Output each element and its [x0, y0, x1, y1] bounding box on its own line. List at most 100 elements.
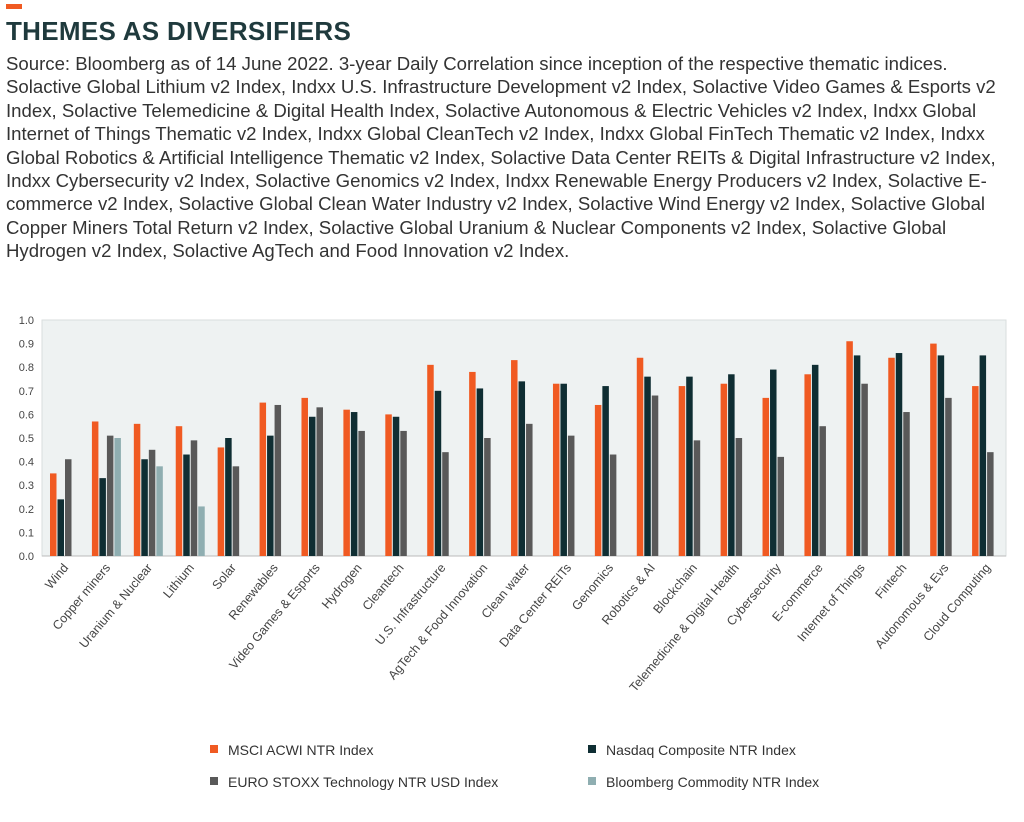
bar-2 — [358, 430, 365, 556]
bar-2 — [567, 435, 575, 556]
x-tick-label: Lithium — [160, 561, 197, 601]
bar-2 — [316, 407, 323, 556]
bar-0 — [343, 409, 350, 556]
bar-0 — [636, 357, 644, 556]
correlation-bar-chart: 0.00.10.20.30.40.50.60.70.80.91.0WindCop… — [19, 315, 1007, 694]
bar-2 — [484, 438, 491, 556]
bar-2 — [987, 452, 994, 556]
bar-2 — [274, 404, 282, 556]
bar-0 — [720, 383, 728, 556]
bar-2 — [945, 397, 952, 556]
bar-1 — [644, 376, 651, 556]
bar-1 — [476, 388, 484, 556]
bar-1 — [686, 376, 693, 556]
bar-2 — [106, 435, 114, 556]
x-tick-label: Hydrogen — [319, 561, 365, 612]
y-tick-label: 1.0 — [19, 315, 34, 327]
y-tick-label: 0.1 — [19, 527, 34, 539]
bar-2 — [442, 452, 449, 556]
bar-0 — [511, 360, 518, 556]
bar-1 — [225, 438, 232, 556]
bar-2 — [190, 440, 198, 556]
bar-1 — [937, 355, 945, 556]
legend-label: Bloomberg Commodity NTR Index — [606, 774, 820, 790]
bar-2 — [903, 412, 910, 556]
bar-1 — [57, 499, 64, 556]
bar-0 — [678, 386, 686, 556]
bar-2 — [693, 440, 701, 556]
bar-0 — [301, 397, 308, 556]
legend-label: EURO STOXX Technology NTR USD Index — [228, 774, 499, 790]
bar-0 — [175, 426, 183, 556]
legend-label: Nasdaq Composite NTR Index — [606, 742, 796, 758]
y-tick-label: 0.8 — [19, 362, 34, 374]
bar-0 — [846, 341, 853, 556]
bar-2 — [609, 454, 617, 556]
page-title: THEMES AS DIVERSIFIERS — [6, 16, 352, 46]
bar-1 — [518, 381, 526, 556]
bar-2 — [526, 423, 533, 556]
bar-0 — [259, 402, 267, 556]
y-tick-label: 0.7 — [19, 386, 34, 398]
bar-1 — [434, 390, 442, 556]
bar-3 — [114, 438, 121, 556]
bar-0 — [469, 371, 476, 556]
bar-0 — [91, 421, 99, 556]
bar-1 — [602, 386, 609, 556]
bar-1 — [979, 355, 987, 556]
legend-swatch — [588, 777, 596, 785]
bar-2 — [65, 459, 72, 556]
bar-0 — [762, 397, 770, 556]
y-tick-label: 0.9 — [19, 339, 34, 351]
bar-1 — [392, 416, 400, 556]
bar-1 — [853, 355, 861, 556]
bar-0 — [50, 473, 57, 556]
x-tick-label: Autonomous & Evs — [872, 561, 951, 651]
bar-2 — [819, 426, 826, 556]
bar-0 — [133, 423, 141, 556]
bar-1 — [895, 353, 903, 556]
bar-1 — [350, 412, 358, 556]
bar-0 — [217, 447, 225, 556]
bar-0 — [594, 404, 602, 556]
bar-0 — [888, 357, 895, 556]
bar-3 — [198, 506, 205, 556]
bar-1 — [560, 383, 567, 556]
bar-3 — [156, 466, 163, 556]
bar-1 — [811, 364, 819, 556]
bar-1 — [141, 459, 148, 556]
header-accent-bar — [6, 4, 22, 9]
y-tick-label: 0.5 — [19, 433, 34, 445]
x-tick-label: Uranium & Nuclear — [77, 561, 156, 651]
bar-2 — [232, 466, 240, 556]
bar-0 — [972, 386, 979, 556]
bar-0 — [804, 374, 811, 556]
bar-1 — [183, 454, 190, 556]
legend-label: MSCI ACWI NTR Index — [228, 742, 374, 758]
chart-legend: MSCI ACWI NTR Index Nasdaq Composite NTR … — [0, 734, 1024, 794]
source-note: Source: Bloomberg as of 14 June 2022. 3-… — [6, 53, 996, 262]
bar-0 — [552, 383, 560, 556]
bar-1 — [770, 369, 777, 556]
bar-1 — [99, 478, 106, 556]
legend-swatch — [210, 745, 218, 753]
x-tick-label: Solar — [209, 561, 238, 592]
bar-2 — [651, 395, 659, 556]
x-tick-label: Wind — [42, 561, 71, 592]
legend-swatch — [210, 777, 218, 785]
legend-swatch — [588, 745, 596, 753]
y-tick-label: 0.0 — [19, 551, 34, 563]
y-tick-label: 0.3 — [19, 480, 34, 492]
bar-0 — [930, 343, 937, 556]
bar-0 — [427, 364, 434, 556]
y-tick-label: 0.6 — [19, 409, 34, 421]
bar-0 — [385, 414, 392, 556]
bar-2 — [735, 438, 743, 556]
y-tick-label: 0.4 — [19, 457, 34, 469]
x-tick-label: Fintech — [872, 561, 909, 601]
bar-2 — [777, 456, 785, 556]
bar-1 — [728, 374, 735, 556]
bar-1 — [267, 435, 274, 556]
bar-2 — [148, 449, 156, 556]
bar-2 — [861, 383, 868, 556]
